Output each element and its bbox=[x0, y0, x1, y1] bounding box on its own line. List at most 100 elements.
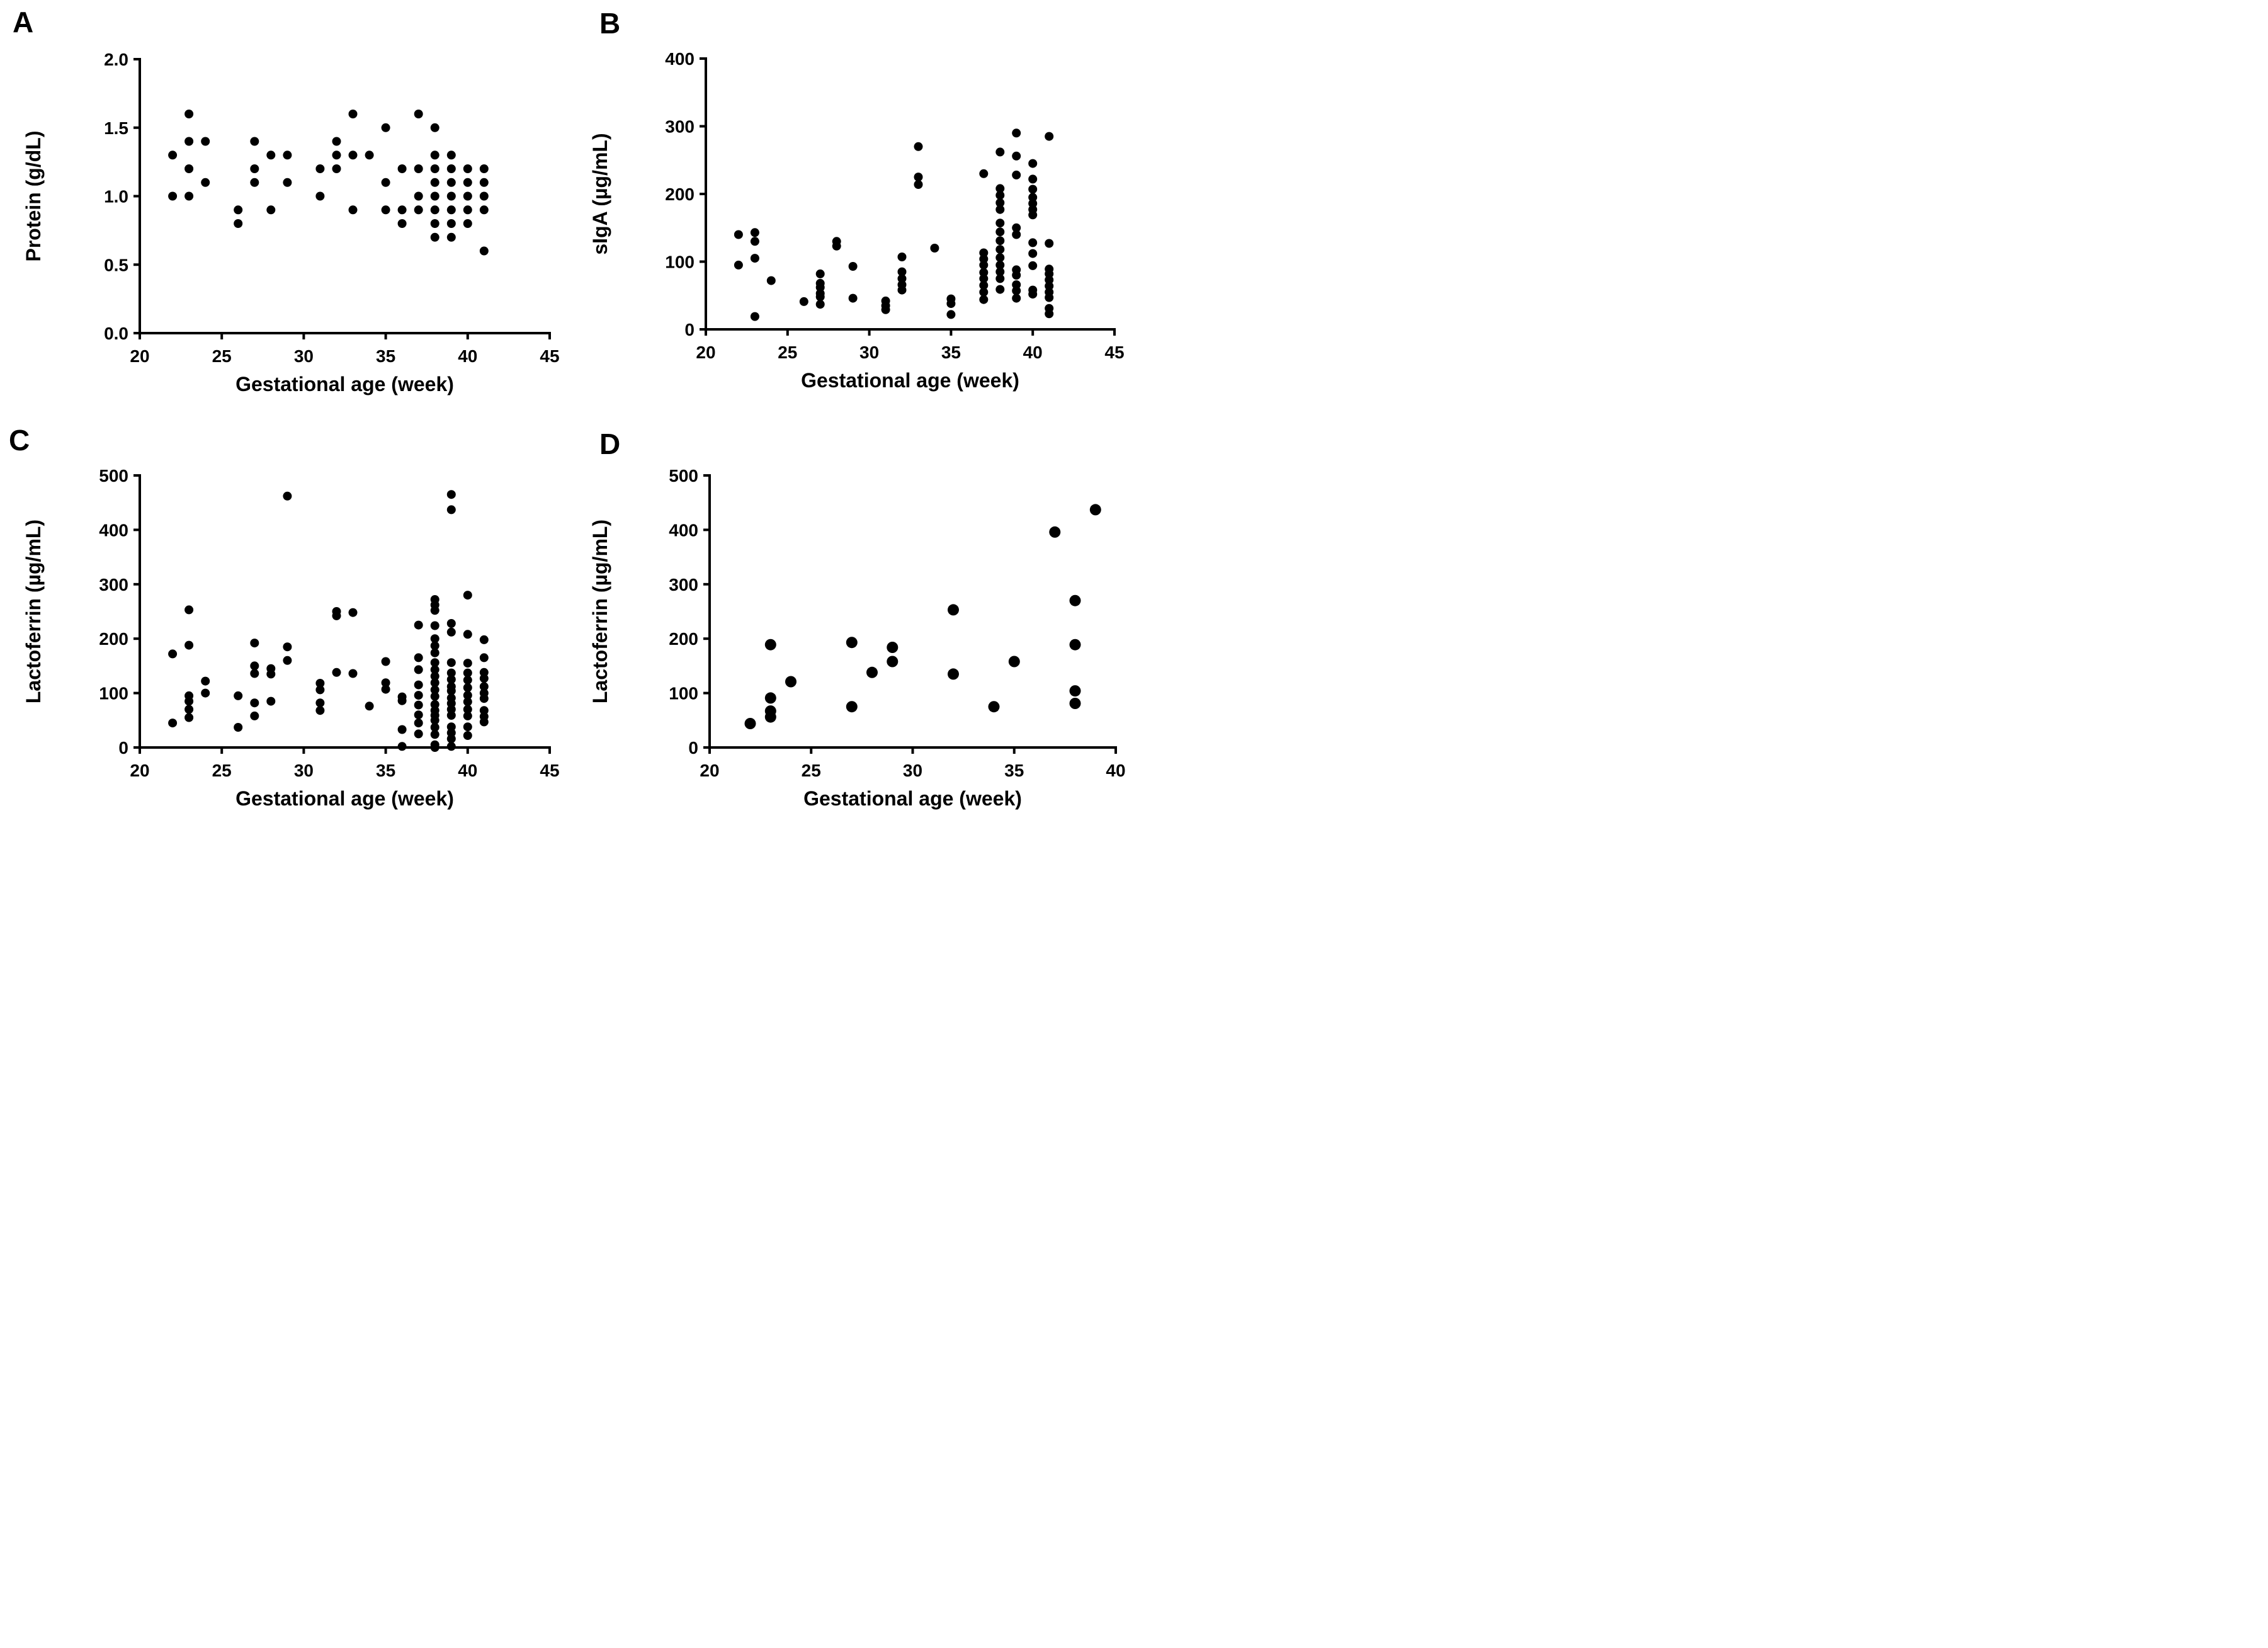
data-point bbox=[1089, 504, 1101, 516]
data-point bbox=[414, 620, 423, 630]
data-point bbox=[283, 656, 292, 665]
data-point bbox=[414, 205, 423, 215]
y-tick-label: 100 bbox=[99, 684, 128, 703]
data-point bbox=[815, 269, 825, 278]
x-axis-title: Gestational age (week) bbox=[235, 787, 454, 810]
data-point bbox=[766, 276, 776, 285]
data-point bbox=[866, 666, 878, 678]
x-tick-label: 25 bbox=[802, 761, 821, 780]
data-point bbox=[414, 653, 423, 662]
data-point bbox=[750, 254, 759, 263]
data-point bbox=[266, 669, 276, 679]
data-point bbox=[201, 676, 210, 686]
y-axis-title: sIgA (µg/mL) bbox=[589, 133, 611, 254]
data-point bbox=[846, 701, 858, 713]
x-tick-label: 40 bbox=[458, 346, 477, 366]
data-point bbox=[430, 743, 439, 752]
data-point bbox=[979, 260, 989, 270]
data-point bbox=[1045, 281, 1054, 291]
data-point bbox=[201, 137, 210, 146]
data-point bbox=[250, 178, 259, 187]
y-axis-title: Lactoferrin (µg/mL) bbox=[589, 520, 611, 703]
x-tick-label: 30 bbox=[294, 346, 314, 366]
data-point bbox=[1045, 275, 1054, 285]
data-point bbox=[430, 219, 439, 228]
data-point bbox=[914, 180, 923, 189]
data-point bbox=[995, 274, 1005, 283]
data-point bbox=[184, 713, 194, 722]
y-tick-label: 200 bbox=[665, 185, 695, 204]
y-tick-label: 300 bbox=[665, 117, 695, 137]
x-tick-label: 25 bbox=[212, 346, 232, 366]
data-point bbox=[979, 268, 989, 277]
data-point bbox=[1028, 174, 1038, 184]
data-point bbox=[832, 241, 841, 251]
data-point bbox=[250, 639, 259, 648]
data-point bbox=[815, 292, 825, 302]
data-point bbox=[1028, 210, 1038, 220]
data-point bbox=[1028, 185, 1038, 194]
data-point bbox=[234, 219, 243, 228]
data-point bbox=[381, 657, 390, 666]
data-point bbox=[315, 191, 325, 201]
data-point bbox=[348, 608, 358, 617]
data-point bbox=[168, 191, 178, 201]
panel-d-letter: D bbox=[599, 428, 621, 460]
data-point bbox=[887, 656, 899, 668]
panel-a-scatter-plot: 0.0 0.5 1.0 1.5 2.0 20 25 30 35 40 45 Gestational a… bbox=[22, 50, 560, 395]
data-point bbox=[266, 151, 276, 160]
data-point bbox=[1028, 193, 1038, 202]
y-axis-title: Lactoferrin (µg/mL) bbox=[22, 520, 45, 703]
data-point bbox=[897, 274, 907, 283]
data-point bbox=[897, 285, 907, 295]
data-point bbox=[184, 640, 194, 650]
data-point bbox=[315, 698, 325, 708]
data-point bbox=[979, 254, 989, 264]
data-point bbox=[1045, 239, 1054, 248]
data-point bbox=[479, 706, 489, 715]
data-point bbox=[479, 164, 489, 173]
data-point bbox=[430, 164, 439, 173]
data-point bbox=[201, 688, 210, 698]
data-point bbox=[184, 696, 194, 706]
data-point bbox=[463, 683, 472, 692]
x-tick-label: 35 bbox=[376, 346, 395, 366]
y-tick-label: 400 bbox=[665, 49, 695, 69]
y-tick-label: 200 bbox=[669, 629, 698, 649]
data-point bbox=[430, 232, 439, 242]
data-point bbox=[995, 227, 1005, 237]
data-point bbox=[479, 674, 489, 683]
data-point bbox=[414, 700, 423, 710]
data-point bbox=[995, 147, 1005, 157]
panel-b-scatter-plot: 0 100 200 300 400 20 25 30 35 40 45 Gestational age… bbox=[589, 49, 1125, 392]
data-point bbox=[764, 639, 776, 651]
x-axis-title: Gestational age (week) bbox=[801, 369, 1019, 392]
data-point bbox=[430, 730, 439, 739]
data-point bbox=[332, 668, 341, 677]
data-point bbox=[430, 123, 439, 132]
data-point bbox=[446, 627, 456, 637]
data-point bbox=[463, 591, 472, 600]
data-point bbox=[430, 191, 439, 201]
data-point bbox=[365, 151, 374, 160]
data-point bbox=[1012, 151, 1021, 161]
data-point bbox=[315, 706, 325, 715]
panel-b-letter: B bbox=[599, 7, 621, 40]
data-point bbox=[414, 665, 423, 674]
data-point bbox=[168, 151, 178, 160]
data-point bbox=[463, 630, 472, 639]
data-point bbox=[995, 219, 1005, 228]
y-tick-label: 0.5 bbox=[104, 255, 128, 275]
data-point bbox=[365, 702, 374, 711]
data-point bbox=[397, 742, 407, 751]
y-tick-label: 200 bbox=[99, 629, 128, 649]
data-point bbox=[430, 665, 439, 674]
data-point bbox=[332, 164, 341, 173]
data-point bbox=[479, 653, 489, 662]
data-point bbox=[332, 151, 341, 160]
data-point bbox=[446, 505, 456, 514]
data-point bbox=[479, 694, 489, 703]
data-point bbox=[463, 722, 472, 732]
x-tick-label: 40 bbox=[1023, 343, 1043, 362]
x-tick-label: 30 bbox=[903, 761, 922, 780]
